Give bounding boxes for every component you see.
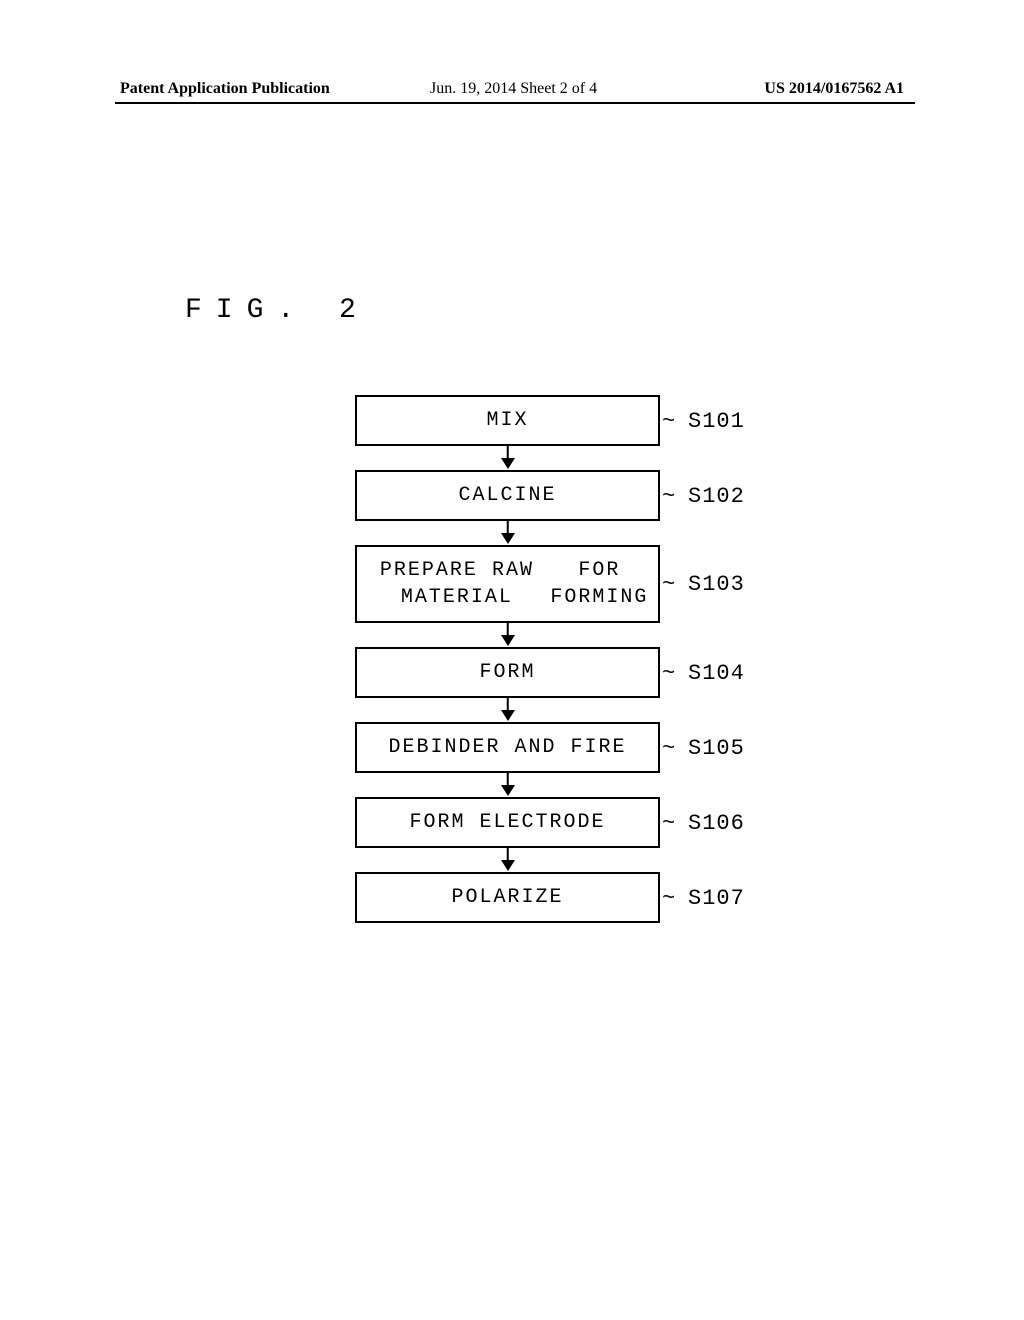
- figure-label: FIG. 2: [185, 295, 370, 326]
- flow-arrow: [355, 623, 660, 647]
- page: Patent Application Publication Jun. 19, …: [0, 0, 1024, 1320]
- flow-step-connector: ~: [662, 811, 675, 836]
- flow-step-tag: S101: [688, 409, 745, 434]
- flowchart: MIX~S101CALCINE~S102PREPARE RAW MATERIAL…: [355, 395, 695, 923]
- flow-step-connector: ~: [662, 572, 675, 597]
- flow-step-tag: S106: [688, 811, 745, 836]
- flow-step-tag: S103: [688, 572, 745, 597]
- flow-step-connector: ~: [662, 484, 675, 509]
- flow-step-connector: ~: [662, 886, 675, 911]
- flow-arrow: [355, 848, 660, 872]
- header-right: US 2014/0167562 A1: [764, 80, 904, 98]
- flow-step-connector: ~: [662, 736, 675, 761]
- flow-step: POLARIZE: [355, 872, 660, 923]
- flow-arrow: [355, 446, 660, 470]
- flow-step-tag: S104: [688, 661, 745, 686]
- flow-step-tag: S107: [688, 886, 745, 911]
- flow-step-line: FORM ELECTRODE: [409, 809, 605, 836]
- flow-arrow: [355, 698, 660, 722]
- flow-step: CALCINE: [355, 470, 660, 521]
- flow-step-connector: ~: [662, 409, 675, 434]
- flow-step-line: POLARIZE: [451, 884, 563, 911]
- flow-step: FORM: [355, 647, 660, 698]
- flow-step: FORM ELECTRODE: [355, 797, 660, 848]
- flow-step-line: PREPARE RAW MATERIAL: [365, 557, 549, 611]
- flow-step: MIX: [355, 395, 660, 446]
- flow-step-line: FOR FORMING: [549, 557, 650, 611]
- flow-arrow: [355, 773, 660, 797]
- flow-step-line: FORM: [479, 659, 535, 686]
- flow-step-line: CALCINE: [458, 482, 556, 509]
- flow-arrow: [355, 521, 660, 545]
- flow-step-line: MIX: [486, 407, 528, 434]
- flow-step: PREPARE RAW MATERIALFOR FORMING: [355, 545, 660, 623]
- header-left: Patent Application Publication: [120, 80, 330, 98]
- header-rule: [115, 102, 915, 104]
- header-center: Jun. 19, 2014 Sheet 2 of 4: [430, 80, 597, 98]
- flow-step-tag: S102: [688, 484, 745, 509]
- flow-step-connector: ~: [662, 661, 675, 686]
- flow-step-line: DEBINDER AND FIRE: [388, 734, 626, 761]
- flow-step-tag: S105: [688, 736, 745, 761]
- flow-step: DEBINDER AND FIRE: [355, 722, 660, 773]
